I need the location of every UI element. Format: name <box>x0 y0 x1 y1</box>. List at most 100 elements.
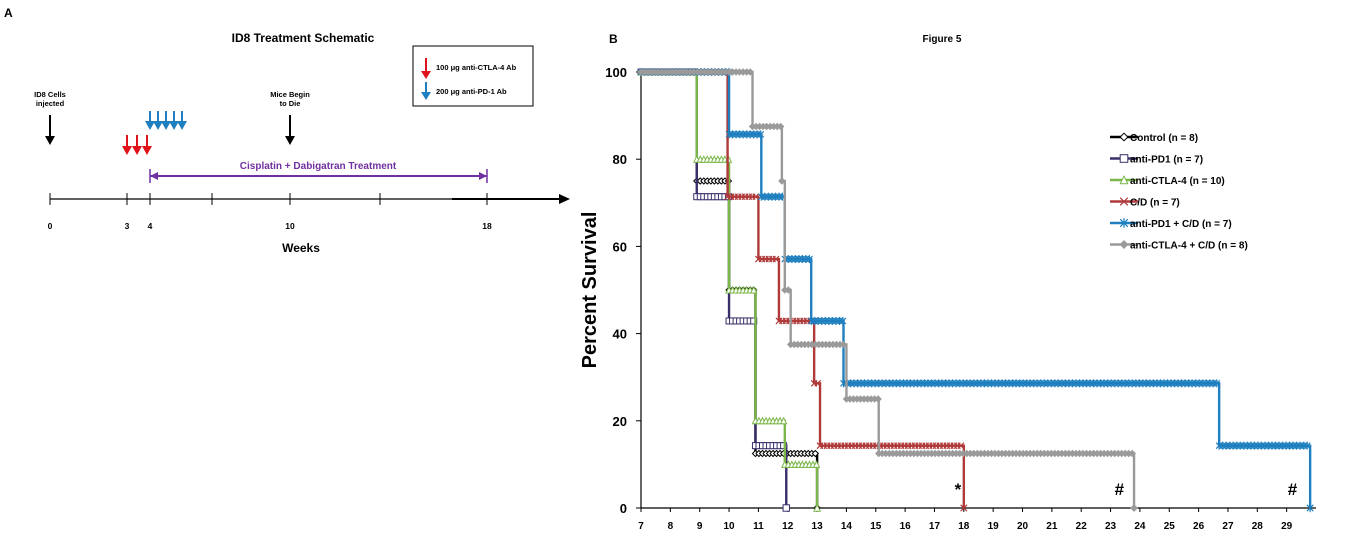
x-tick-label: 8 <box>668 521 674 532</box>
legend-item: Control (n = 8) <box>1110 132 1198 144</box>
legend-label: anti-CTLA-4 (n = 10) <box>1130 176 1225 187</box>
ctla4-dose-arrow-icon <box>122 135 132 155</box>
x-tick-label: 22 <box>1076 521 1088 532</box>
data-point <box>957 442 965 450</box>
mice-die-arrow-icon <box>285 115 295 145</box>
data-point <box>811 449 820 458</box>
legend-marker <box>1119 175 1129 185</box>
data-point <box>874 395 882 403</box>
mice-die-line2: to Die <box>280 99 301 108</box>
panel-a: A ID8 Treatment Schematic 100 μg anti-CT… <box>4 6 570 255</box>
legend-item: anti-PD1 + C/D (n = 7) <box>1110 218 1232 230</box>
ctla4-arrow-icon <box>421 58 431 79</box>
significance-mark: # <box>1115 480 1125 499</box>
pd1-dose-arrow-icon <box>161 111 171 130</box>
injection-arrow-icon <box>45 115 55 145</box>
legend-item: anti-CTLA-4 (n = 10) <box>1110 175 1225 187</box>
data-point <box>960 504 968 512</box>
timeline-tick-3: 3 <box>125 221 130 231</box>
data-point <box>1213 379 1221 388</box>
timeline-tick-0: 0 <box>48 221 53 231</box>
data-point <box>1130 504 1138 512</box>
treatment-bracket <box>149 169 488 183</box>
timeline-axis <box>49 193 570 205</box>
panel-a-title: ID8 Treatment Schematic <box>232 31 375 45</box>
y-tick-label: 80 <box>613 152 627 167</box>
treatment-label: Cisplatin + Dabigatran Treatment <box>240 161 397 172</box>
ctla4-dose-arrows <box>122 135 152 155</box>
ctla4-dose-arrow-icon <box>132 135 142 155</box>
significance-annotations: * # # <box>955 480 1298 499</box>
data-point <box>784 286 793 294</box>
legend-label: Control (n = 8) <box>1130 133 1198 144</box>
data-point <box>1128 449 1136 458</box>
x-tick-label: 27 <box>1222 521 1234 532</box>
data-point <box>776 122 785 131</box>
data-point <box>806 255 813 264</box>
x-tick-label: 18 <box>958 521 970 532</box>
y-tick-label: 60 <box>613 239 627 254</box>
legend-label: anti-PD1 + C/D (n = 7) <box>1130 219 1232 230</box>
pd1-dose-arrow-icon <box>177 111 187 130</box>
legend-item: anti-CTLA-4 + C/D (n = 8) <box>1110 239 1248 252</box>
legend-item: C/D (n = 7) <box>1110 197 1180 209</box>
x-tick-label: 21 <box>1046 521 1058 532</box>
x-tick-label: 25 <box>1164 521 1176 532</box>
panel-b-letter: B <box>609 32 618 46</box>
legend-label: C/D (n = 7) <box>1130 198 1180 209</box>
data-point <box>746 68 754 76</box>
data-point <box>750 317 758 325</box>
data-point <box>839 316 847 325</box>
chart-axes <box>636 68 1316 512</box>
mice-die-line1: Mice Begin <box>270 90 310 99</box>
schematic-legend-box <box>412 45 534 107</box>
x-tick-label: 23 <box>1105 521 1117 532</box>
pd1-dose-arrow-icon <box>169 111 179 130</box>
x-tick-label: 24 <box>1134 521 1146 532</box>
timeline-tick-18: 18 <box>482 221 492 231</box>
schematic-legend: 100 μg anti-CTLA-4 Ab 200 μg anti-PD-1 A… <box>412 45 534 107</box>
pd1-dose-arrow-icon <box>153 111 163 130</box>
timeline-tick-4: 4 <box>148 221 153 231</box>
x-tick-label: 11 <box>753 521 764 532</box>
data-point <box>779 416 788 425</box>
x-tick-label: 29 <box>1281 521 1293 532</box>
x-tick-label: 26 <box>1193 521 1205 532</box>
chart-title: Figure 5 <box>923 34 962 45</box>
x-tick-label: 20 <box>1017 521 1029 532</box>
data-point <box>752 193 760 201</box>
data-point <box>813 503 822 512</box>
x-tick-label: 13 <box>812 521 824 532</box>
legend-marker <box>1119 197 1129 206</box>
x-tick-labels: 7 8 9 10 11 12 13 14 15 16 17 18 19 20 21 22 23 24 25 26 27 2… <box>638 521 1292 532</box>
pd1-dose-arrows <box>145 111 187 130</box>
legend-label: anti-CTLA-4 + C/D (n = 8) <box>1130 241 1248 252</box>
data-point <box>778 177 786 185</box>
y-tick-labels: 0 20 40 60 80 100 <box>605 65 627 516</box>
chart-legend: Control (n = 8) anti-PD1 (n = 7) anti-CTLA… <box>1110 132 1248 252</box>
x-tick-label: 28 <box>1252 521 1264 532</box>
x-tick-label: 17 <box>929 521 941 532</box>
timeline-xlabel: Weeks <box>282 241 320 255</box>
series-1 <box>637 68 790 512</box>
x-tick-label: 16 <box>900 521 912 532</box>
legend-marker <box>1119 218 1129 228</box>
x-tick-label: 12 <box>782 521 794 532</box>
x-tick-label: 19 <box>988 521 1000 532</box>
y-tick-label: 40 <box>613 327 627 342</box>
panel-a-letter: A <box>4 6 13 20</box>
y-tick-label: 100 <box>605 65 627 80</box>
legend-marker <box>1119 239 1129 250</box>
timeline-tick-10: 10 <box>285 221 295 231</box>
y-tick-label: 0 <box>620 501 627 516</box>
legend-pd1-label: 200 μg anti-PD-1 Ab <box>436 87 507 96</box>
significance-mark: # <box>1288 480 1298 499</box>
ctla4-dose-arrow-icon <box>142 135 152 155</box>
survival-curves <box>637 67 1314 513</box>
chart-ylabel: Percent Survival <box>579 212 601 369</box>
data-point <box>1303 441 1311 450</box>
y-tick-label: 20 <box>613 414 627 429</box>
series-3 <box>637 68 968 512</box>
data-point <box>772 255 780 263</box>
